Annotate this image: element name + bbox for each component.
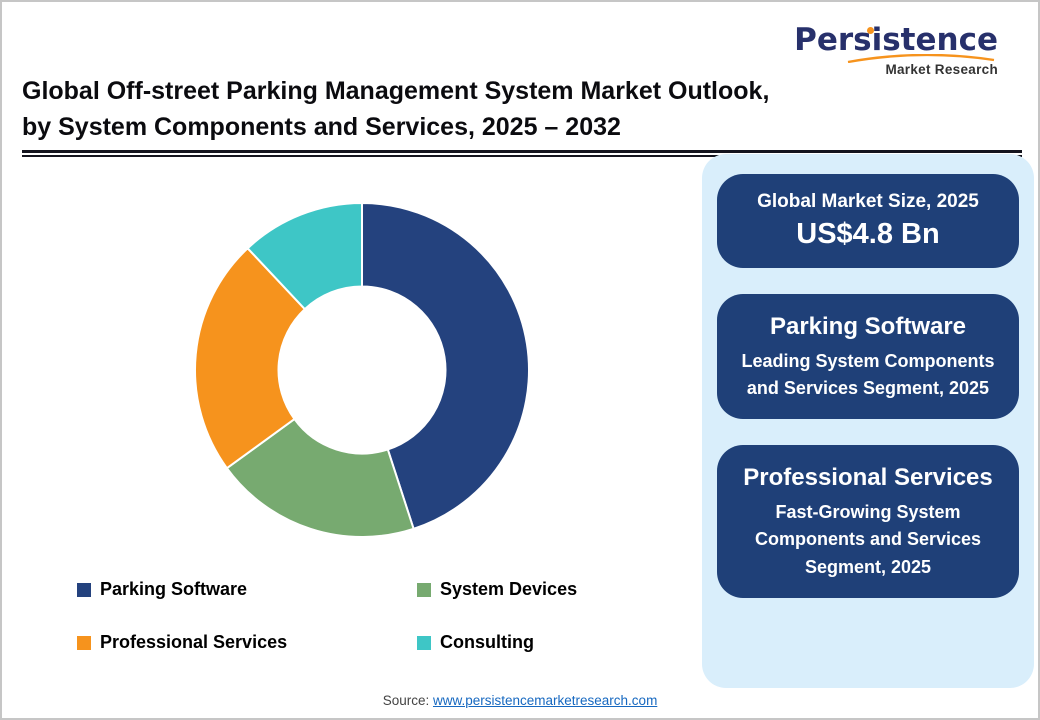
chart-legend: Parking Software System Devices Profession… bbox=[77, 579, 622, 653]
source-link[interactable]: www.persistencemarketresearch.com bbox=[432, 693, 658, 708]
panel-card-value: US$4.8 Bn bbox=[796, 218, 940, 250]
legend-label: Professional Services bbox=[100, 632, 288, 652]
panel-card-subtitle: Leading System Components and Services S… bbox=[741, 350, 995, 399]
side-panel: Global Market Size, 2025 US$4.8 Bn Parking… bbox=[702, 154, 1034, 688]
panel-card-1: Global Market Size, 2025 US$4.8 Bn bbox=[717, 174, 1019, 268]
legend-swatch-icon bbox=[417, 582, 431, 597]
donut-segment-consulting bbox=[246, 201, 363, 311]
panel-card-2: Parking Software Leading System Component… bbox=[717, 294, 1019, 420]
donut-segment-parking-software bbox=[361, 201, 530, 531]
panel-card-title: Global Market Size, 2025 bbox=[757, 191, 979, 212]
legend-swatch-icon bbox=[77, 635, 91, 650]
donut-segment-system-devices bbox=[225, 417, 415, 538]
donut-segment-professional-services bbox=[194, 246, 307, 470]
legend-swatch-icon bbox=[417, 635, 431, 650]
title-line-1: Global Off-street Parking Management Sys… bbox=[22, 77, 770, 105]
legend-label: Parking Software bbox=[100, 579, 248, 599]
donut-chart bbox=[194, 201, 530, 538]
legend-item: Parking Software bbox=[77, 579, 417, 600]
legend-swatch-icon bbox=[77, 582, 91, 597]
brand-name: Persistence bbox=[794, 24, 998, 57]
brand-i-dot-accent-icon bbox=[867, 27, 875, 34]
brand-tagline: Market Research bbox=[885, 61, 998, 77]
title-line-2: by System Components and Services, 2025 … bbox=[22, 112, 621, 141]
title-divider bbox=[22, 150, 1022, 157]
source-label: Source: bbox=[382, 693, 430, 708]
panel-card-subtitle: Fast-Growing System Components and Servi… bbox=[754, 502, 982, 577]
legend-label: System Devices bbox=[440, 579, 578, 599]
brand-logo: Persistence Market Research bbox=[794, 24, 998, 77]
page-title: Global Off-street Parking Management Sys… bbox=[22, 74, 769, 145]
panel-card-title: Professional Services bbox=[743, 464, 993, 492]
brand-swoosh-icon bbox=[847, 53, 995, 63]
source-line: Source: www.persistencemarketresearch.co… bbox=[2, 693, 1038, 708]
legend-item: Consulting bbox=[417, 632, 622, 653]
legend-label: Consulting bbox=[440, 632, 534, 652]
legend-item: Professional Services bbox=[77, 632, 417, 653]
panel-card-title: Parking Software bbox=[769, 313, 967, 340]
legend-item: System Devices bbox=[417, 579, 622, 600]
brand-name-text: Persistence bbox=[794, 22, 998, 58]
panel-card-3: Professional Services Fast-Growing System… bbox=[717, 445, 1019, 599]
